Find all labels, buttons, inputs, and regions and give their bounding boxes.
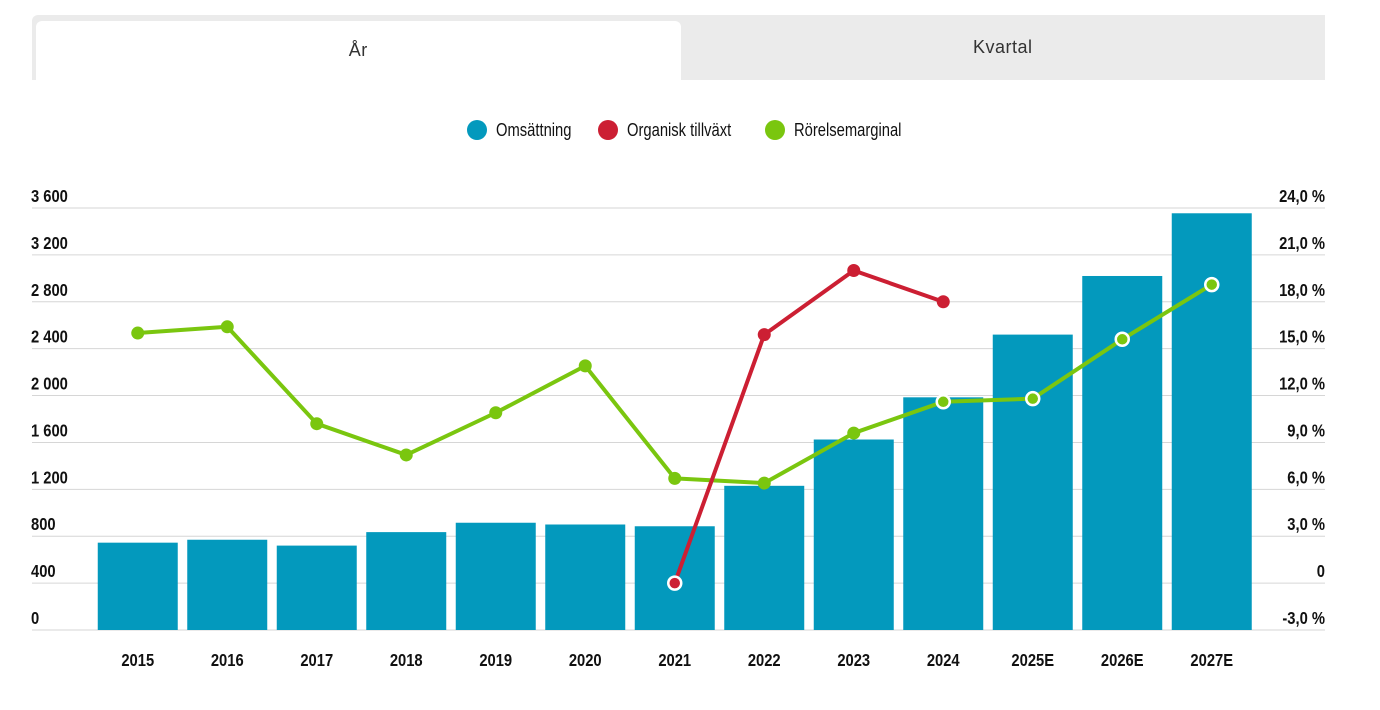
left-axis-tick-label: 2 800 — [31, 280, 68, 300]
operating-margin-point-2018 — [399, 448, 413, 462]
operating-margin-point-2016 — [220, 320, 234, 334]
left-axis-tick-label: 2 400 — [31, 327, 68, 347]
period-tabs: År Kvartal — [32, 15, 1325, 80]
left-axis-tick-label: 3 200 — [31, 234, 68, 254]
x-axis-label-2024: 2024 — [927, 651, 961, 671]
bar-2017 — [276, 545, 357, 630]
right-axis-tick-label: 15,0 % — [1279, 327, 1325, 347]
x-axis-label-2025E: 2025E — [1011, 651, 1054, 671]
legend-label-organic-growth: Organisk tillväxt — [627, 119, 732, 140]
legend-dot-revenue — [467, 120, 488, 140]
organic-growth-line — [672, 268, 944, 584]
organic-growth-point-2022 — [757, 328, 771, 342]
legend-label-revenue: Omsättning — [496, 119, 572, 140]
organic-growth-point-2021 — [667, 575, 683, 591]
x-axis-label-2015: 2015 — [121, 651, 154, 671]
right-axis-tick-label: 6,0 % — [1287, 468, 1325, 488]
left-axis-tick-label: 800 — [31, 515, 56, 535]
bar-2018 — [366, 532, 447, 630]
bar-2022 — [724, 485, 805, 630]
operating-margin-point-2027E — [1204, 276, 1220, 293]
left-axis-tick-label: 0 — [31, 609, 39, 629]
x-axis-label-2017: 2017 — [300, 651, 333, 671]
left-axis-tick-label: 1 600 — [31, 421, 68, 441]
tab-year[interactable]: År — [36, 21, 681, 80]
right-axis-tick-label: 12,0 % — [1279, 374, 1325, 394]
right-axis-tick-label: 0 — [1317, 562, 1325, 582]
x-axis-label-2022: 2022 — [748, 651, 781, 671]
legend-item-organic-growth[interactable]: Organisk tillväxt — [598, 120, 742, 141]
x-axis-label-2019: 2019 — [479, 651, 512, 671]
legend-dot-organic-growth — [598, 120, 619, 140]
tab-quarter[interactable]: Kvartal — [680, 15, 1325, 80]
operating-margin-point-2022 — [757, 476, 771, 490]
left-axis-tick-label: 1 200 — [31, 468, 68, 488]
legend-dot-operating-margin — [764, 120, 785, 140]
x-axis-label-2023: 2023 — [837, 651, 870, 671]
x-axis-label-2026E: 2026E — [1101, 651, 1144, 671]
operating-margin-point-2019 — [489, 406, 503, 420]
x-axis-label-2020: 2020 — [569, 651, 602, 671]
x-axis-label-2021: 2021 — [658, 651, 691, 671]
right-axis-tick-label: 24,0 % — [1279, 187, 1325, 207]
bar-2026E — [1082, 275, 1163, 630]
x-axis-label-2016: 2016 — [211, 651, 244, 671]
right-axis-tick-label: -3,0 % — [1282, 609, 1325, 629]
legend-item-operating-margin[interactable]: Rörelsemarginal — [764, 119, 913, 141]
legend-label-operating-margin: Rörelsemarginal — [793, 119, 901, 140]
x-axis-label-2027E: 2027E — [1190, 651, 1233, 671]
operating-margin-point-2026E — [1114, 331, 1130, 348]
left-axis-tick-label: 2 000 — [31, 374, 68, 394]
x-axis-label-2018: 2018 — [390, 651, 423, 671]
bar-2024 — [903, 397, 984, 630]
operating-margin-point-2024 — [935, 394, 951, 410]
right-axis-tick-label: 9,0 % — [1287, 421, 1325, 441]
right-axis-tick-label: 21,0 % — [1279, 234, 1325, 254]
bar-2020 — [545, 524, 626, 630]
left-axis-tick-label: 400 — [31, 562, 56, 582]
bar-2025E — [992, 334, 1073, 630]
operating-margin-point-2015 — [131, 326, 145, 340]
operating-margin-point-2023 — [847, 426, 861, 440]
right-axis-tick-label: 3,0 % — [1287, 515, 1325, 535]
bar-2023 — [813, 439, 894, 630]
left-axis-tick-label: 3 600 — [31, 187, 68, 207]
operating-margin-point-2017 — [310, 417, 324, 431]
operating-margin-point-2020 — [578, 359, 592, 373]
organic-growth-point-2024 — [936, 295, 950, 309]
legend-item-revenue[interactable]: Omsättning — [467, 120, 576, 141]
operating-margin-point-2025E — [1025, 390, 1041, 407]
bar-2016 — [187, 539, 268, 630]
chart-legend: Omsättning Organisk tillväxt Rörelsemarg… — [0, 115, 1380, 145]
operating-margin-point-2021 — [668, 471, 682, 485]
bar-2015 — [97, 542, 178, 630]
bar-2019 — [455, 522, 536, 630]
right-axis-tick-label: 18,0 % — [1279, 280, 1325, 300]
organic-growth-point-2023 — [847, 264, 861, 278]
bar-2027E — [1171, 213, 1252, 630]
